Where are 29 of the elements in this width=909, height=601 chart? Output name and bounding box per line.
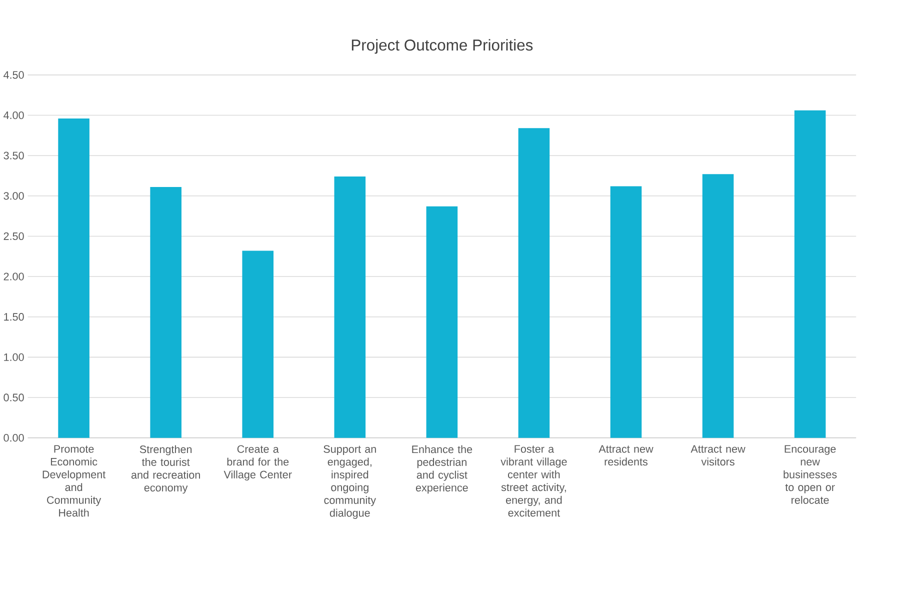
x-tick-label: Promote Economic Development and Community Health — [42, 445, 106, 517]
y-tick-label: 2.50 — [4, 232, 24, 240]
bar — [610, 186, 642, 438]
y-tick-label: 1.50 — [4, 313, 24, 321]
y-tick-label: 4.50 — [4, 71, 24, 80]
x-tick-label: Support an engaged, inspired ongoing community dialogue — [324, 445, 376, 520]
y-tick-label: 2.00 — [4, 272, 24, 281]
x-tick-label: Attract new residents — [598, 445, 654, 466]
bar — [518, 128, 550, 438]
bar — [426, 206, 458, 438]
x-tick-label: Enhance the pedestrian and cyclist experience — [412, 445, 472, 494]
bar — [58, 118, 90, 438]
bar — [334, 176, 366, 438]
y-tick-label: 3.00 — [4, 192, 24, 200]
x-tick-label: Foster a vibrant village center with street activity, energy, and excitement — [500, 445, 567, 517]
y-tick-label: 1.00 — [4, 354, 24, 362]
bar — [150, 187, 182, 438]
bar — [702, 174, 734, 438]
bar — [794, 110, 826, 438]
y-tick-label: 4.00 — [4, 112, 24, 120]
y-tick-label: 3.50 — [4, 152, 24, 160]
y-tick-label: 0.50 — [4, 394, 24, 402]
x-tick-label: Attract new visitors — [690, 445, 746, 466]
x-tick-label: Strengthen the tourist and recreation economy — [131, 445, 200, 494]
y-tick-label: 0.00 — [4, 434, 24, 442]
bar — [242, 250, 274, 438]
x-tick-label: Encourage new businesses to open or relocate — [784, 445, 837, 504]
chart-title: Project Outcome Priorities — [352, 39, 533, 54]
x-tick-label: Create a brand for the Village Center — [224, 445, 292, 481]
